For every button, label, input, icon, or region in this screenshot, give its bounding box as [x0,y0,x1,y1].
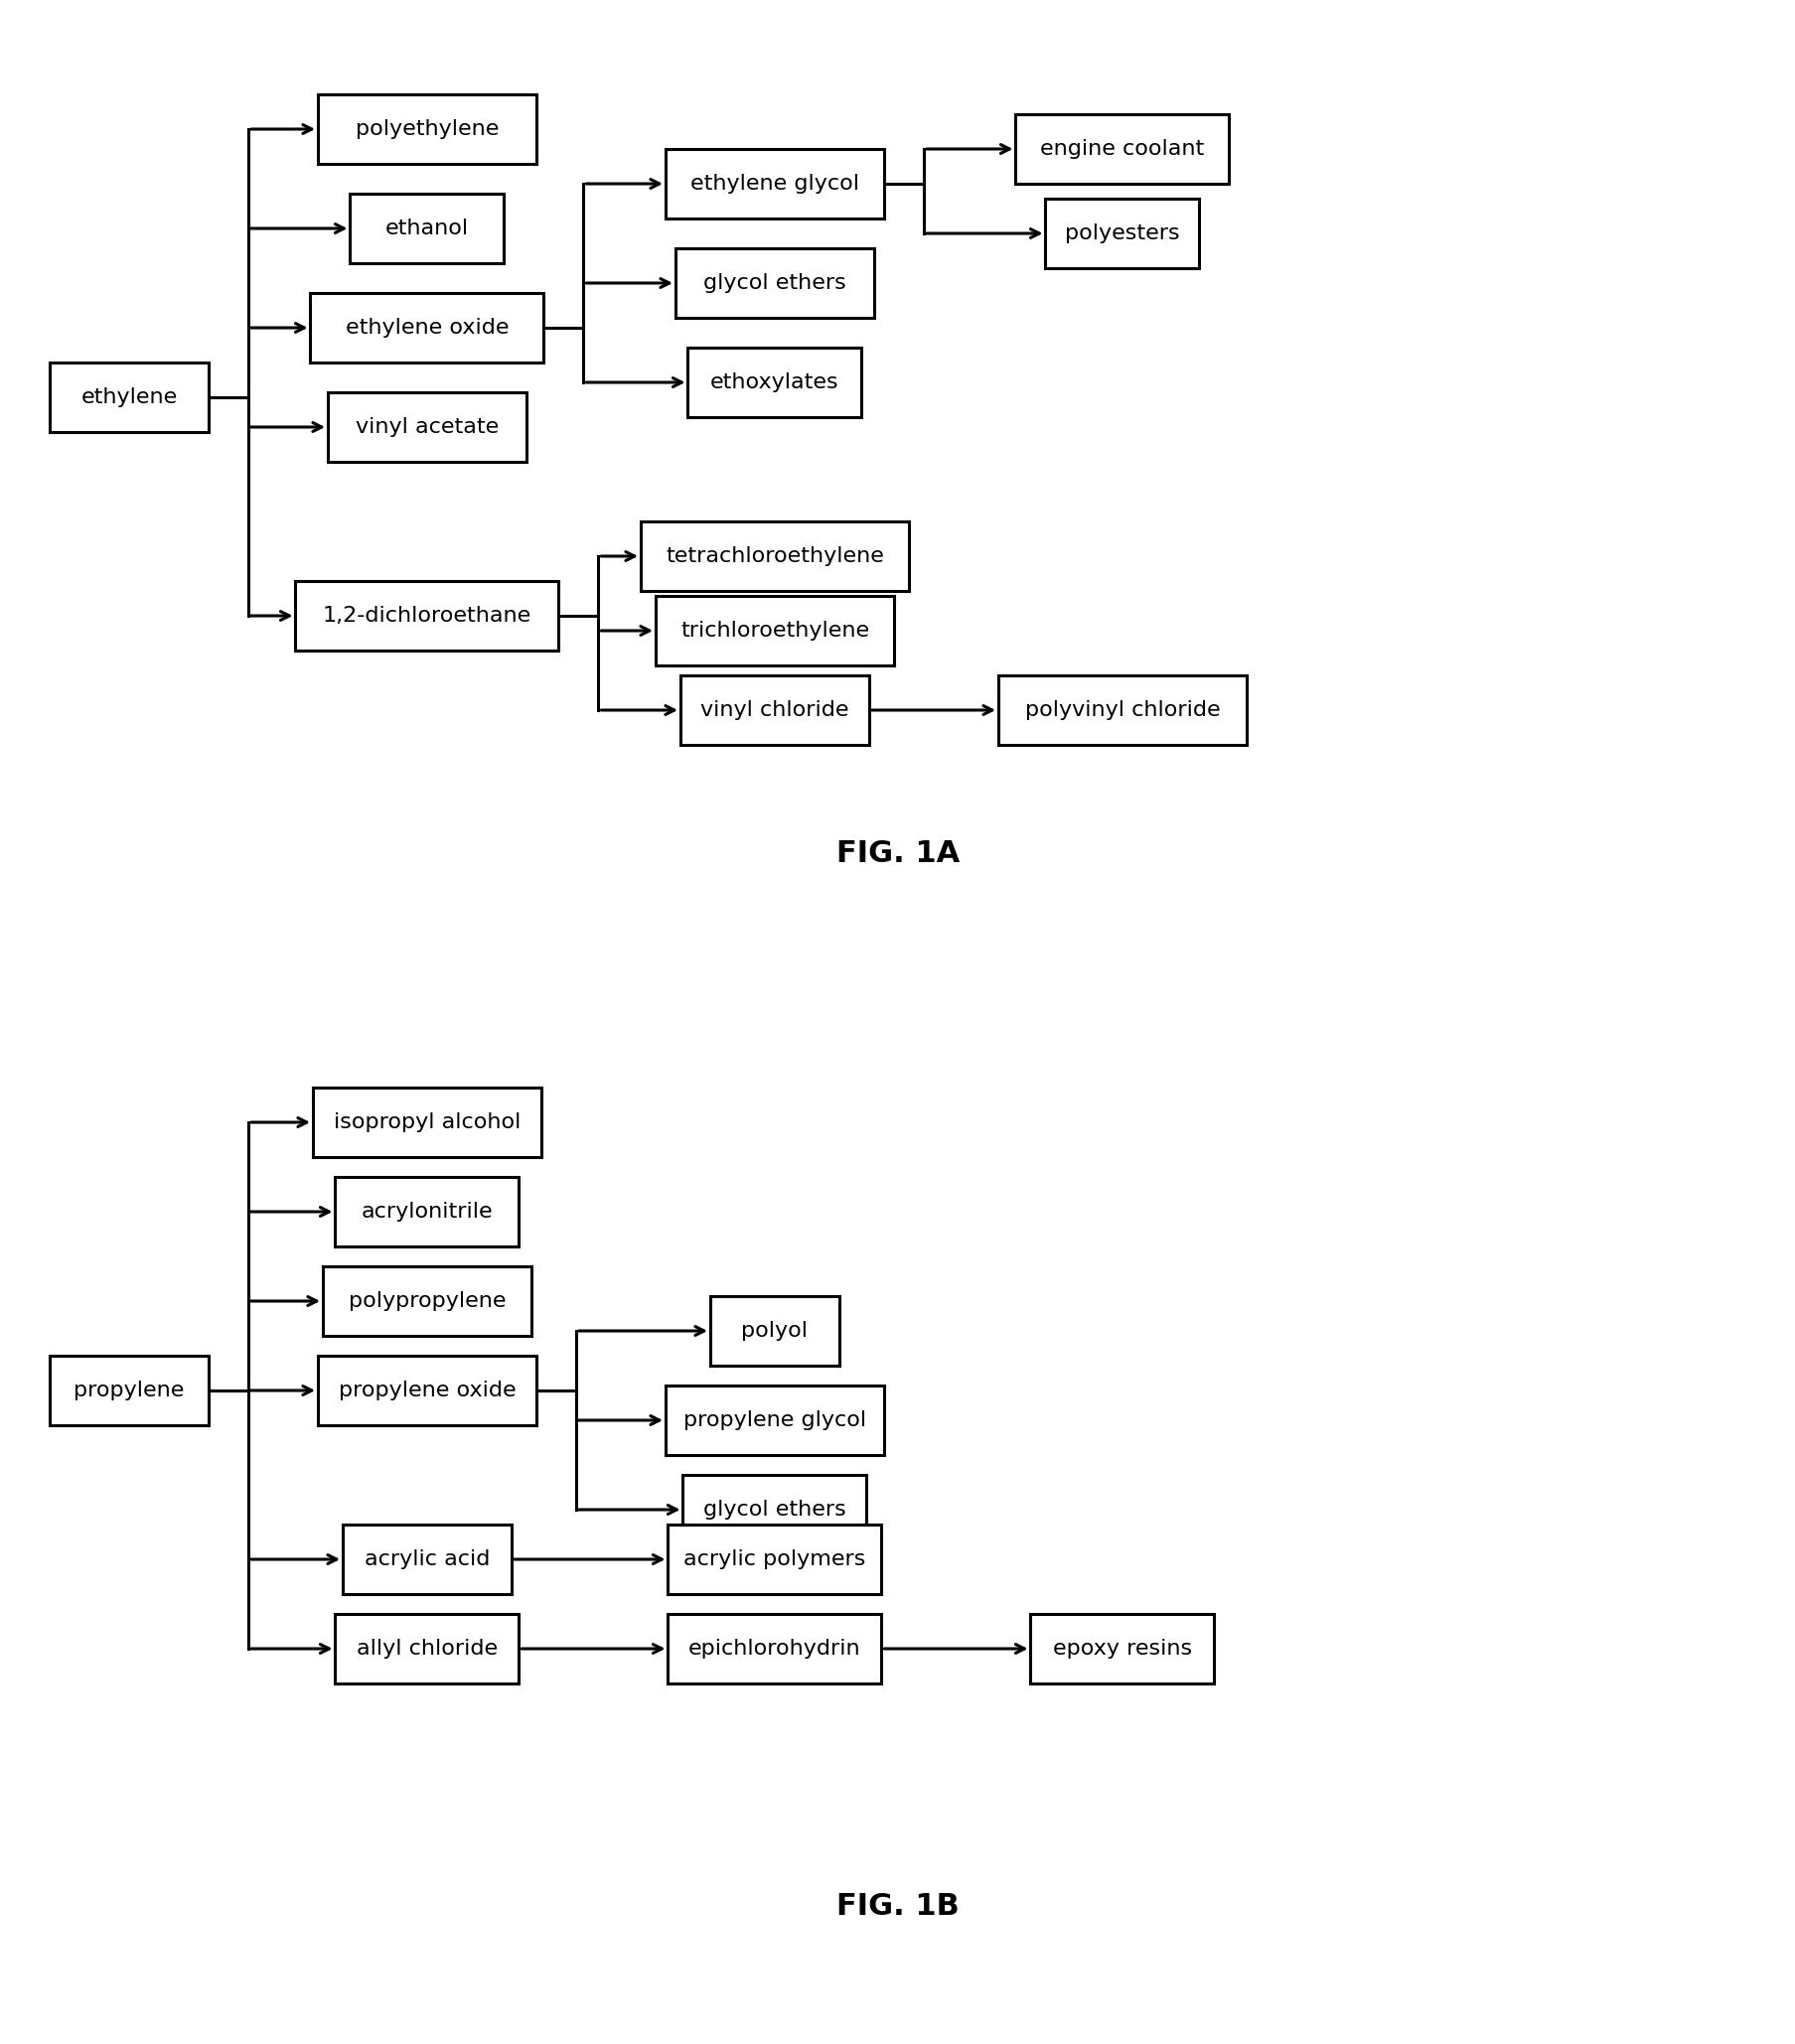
Bar [350,194,504,264]
Bar [641,521,908,591]
Bar [296,580,558,650]
Text: ethylene: ethylene [81,388,178,407]
Bar [668,1525,881,1594]
Text: polyvinyl chloride: polyvinyl chloride [1025,701,1219,719]
Text: epoxy resins: epoxy resins [1052,1639,1192,1658]
Text: vinyl chloride: vinyl chloride [700,701,849,719]
Text: acrylonitrile: acrylonitrile [361,1202,494,1222]
Text: 1,2-dichloroethane: 1,2-dichloroethane [323,605,531,625]
Bar [666,1386,883,1455]
Text: propylene: propylene [74,1380,185,1400]
Text: propylene oxide: propylene oxide [337,1380,515,1400]
Bar [709,1296,838,1365]
Text: glycol ethers: glycol ethers [704,1500,845,1519]
Bar [998,675,1246,744]
Text: acrylic polymers: acrylic polymers [684,1549,865,1570]
Text: isopropyl alcohol: isopropyl alcohol [334,1112,521,1132]
Text: glycol ethers: glycol ethers [704,274,845,292]
Bar [336,1615,519,1684]
Text: trichloroethylene: trichloroethylene [680,621,869,640]
Text: propylene glycol: propylene glycol [682,1410,865,1431]
Text: FIG. 1A: FIG. 1A [836,840,959,869]
Bar [687,347,862,417]
Bar [668,1615,881,1684]
Text: polyol: polyol [741,1320,808,1341]
Bar [682,1476,867,1545]
Text: acrylic acid: acrylic acid [364,1549,490,1570]
Text: tetrachloroethylene: tetrachloroethylene [666,546,883,566]
Bar [1016,114,1228,184]
Text: FIG. 1B: FIG. 1B [836,1893,959,1921]
Bar [328,392,526,462]
Bar [655,597,894,666]
Text: polyesters: polyesters [1064,223,1179,243]
Text: polyethylene: polyethylene [355,119,499,139]
Bar [318,1355,537,1425]
Bar [666,149,883,219]
Bar [675,247,874,317]
Text: ethoxylates: ethoxylates [711,372,838,392]
Bar [311,292,544,362]
Text: engine coolant: engine coolant [1039,139,1204,159]
Bar [343,1525,512,1594]
Text: allyl chloride: allyl chloride [357,1639,497,1658]
Bar [336,1177,519,1247]
Bar [1045,198,1199,268]
Text: vinyl acetate: vinyl acetate [355,417,499,437]
Text: ethanol: ethanol [386,219,468,239]
Bar [323,1267,531,1337]
Text: ethylene glycol: ethylene glycol [689,174,858,194]
Bar [50,362,208,431]
Bar [318,94,537,164]
Bar [50,1355,208,1425]
Text: ethylene oxide: ethylene oxide [345,317,508,337]
Bar [680,675,869,744]
Text: polypropylene: polypropylene [348,1292,506,1310]
Text: epichlorohydrin: epichlorohydrin [687,1639,860,1658]
Bar [312,1087,540,1157]
Bar [1030,1615,1213,1684]
